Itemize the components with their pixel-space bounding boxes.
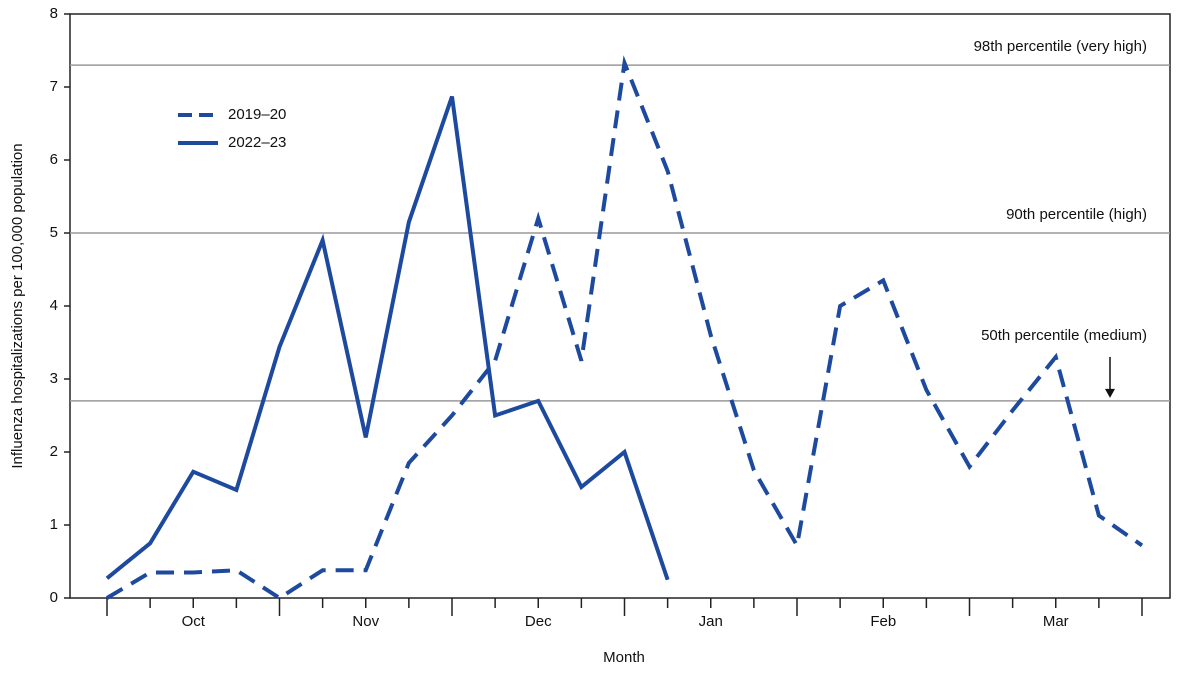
y-axis-label: Influenza hospitalizations per 100,000 p… [9, 143, 26, 468]
reference-label: 90th percentile (high) [1006, 206, 1147, 223]
plot-frame [69, 13, 1171, 599]
x-axis-label: Month [603, 649, 645, 666]
y-tick-label: 3 [50, 370, 58, 387]
y-tick-label: 4 [50, 297, 58, 314]
series-line [105, 55, 1144, 601]
arrow-head [1105, 388, 1115, 398]
y-tick-label: 1 [50, 516, 58, 533]
x-tick-label: Jan [699, 613, 723, 630]
y-tick-label: 6 [50, 151, 58, 168]
y-tick-label: 8 [50, 5, 58, 22]
x-tick-label: Nov [352, 613, 379, 630]
series-line [105, 95, 670, 581]
y-tick-label: 7 [50, 78, 58, 95]
y-tick-label: 5 [50, 224, 58, 241]
x-tick-label: Mar [1043, 613, 1069, 630]
x-tick-label: Oct [182, 613, 206, 630]
y-tick-label: 0 [50, 589, 58, 606]
y-tick-label: 2 [50, 443, 58, 460]
x-tick-label: Dec [525, 613, 552, 630]
x-tick-label: Feb [870, 613, 896, 630]
legend-label: 2022–23 [228, 134, 286, 151]
reference-label: 50th percentile (medium) [981, 327, 1147, 344]
legend-label: 2019–20 [228, 106, 286, 123]
reference-label: 98th percentile (very high) [974, 38, 1147, 55]
